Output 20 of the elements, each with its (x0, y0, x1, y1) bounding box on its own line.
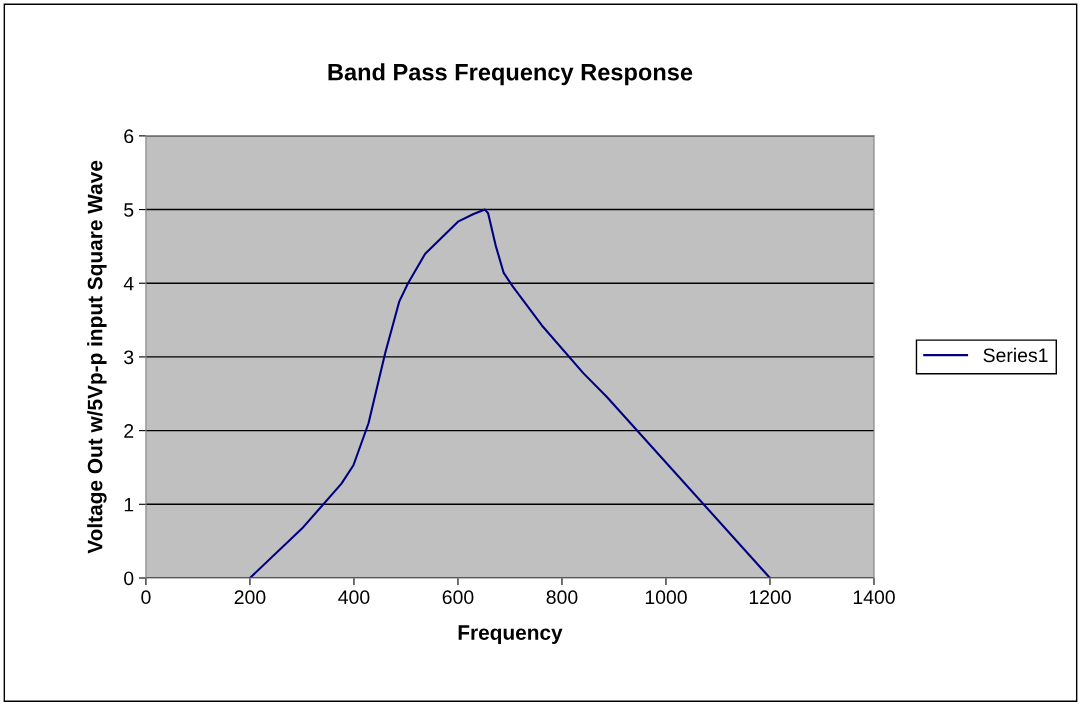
y-tick-label: 4 (123, 276, 134, 291)
x-axis-title: Frequency (458, 625, 563, 644)
x-tick-label: 0 (141, 590, 151, 605)
y-tick-label: 0 (124, 571, 134, 586)
x-tick-label: 400 (338, 590, 370, 605)
legend-label: Series1 (983, 347, 1048, 363)
y-tick-label: 5 (124, 203, 134, 217)
x-tick-label: 1400 (853, 590, 895, 605)
chart-title: Band Pass Frequency Response (328, 63, 693, 86)
y-axis-title: Voltage Out w/5Vp-p input Square Wave (87, 160, 107, 554)
y-tick-label: 1 (124, 497, 134, 512)
x-tick-label: 800 (546, 590, 578, 605)
line-series (248, 208, 772, 578)
x-tick-label: 1200 (749, 590, 791, 605)
x-tick-label: 200 (234, 590, 266, 605)
y-tick-label: 2 (124, 424, 134, 438)
x-tick-label: 1000 (645, 590, 687, 605)
x-tick-label: 600 (442, 590, 474, 605)
y-tick-label: 6 (124, 129, 134, 144)
y-tick-label: 3 (124, 350, 134, 365)
